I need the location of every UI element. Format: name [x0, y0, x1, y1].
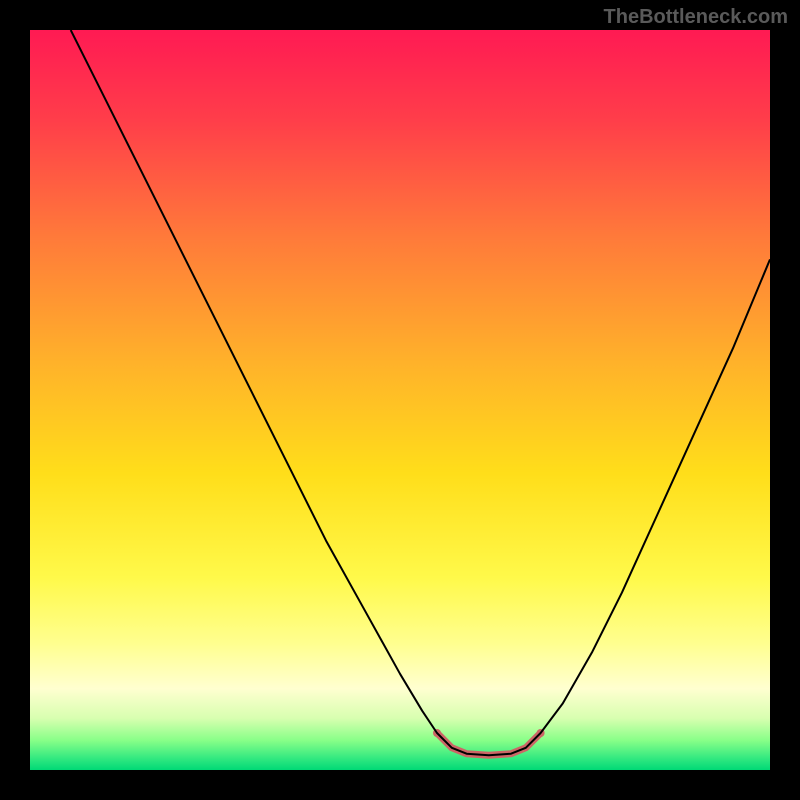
bottleneck-chart-svg: [30, 30, 770, 770]
watermark-text: TheBottleneck.com: [604, 6, 788, 29]
chart-plot-area: [30, 30, 770, 770]
